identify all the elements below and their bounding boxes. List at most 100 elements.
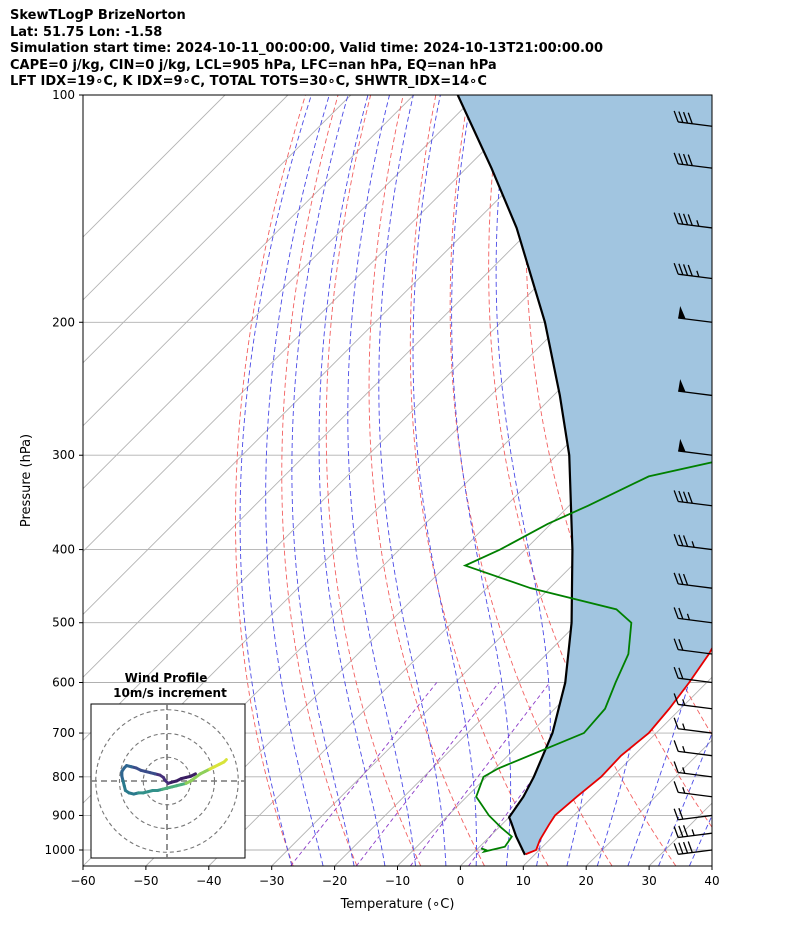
barb-half <box>682 723 686 730</box>
barb-flag <box>678 438 686 452</box>
barb-full <box>673 740 679 752</box>
barb-shaft <box>678 677 713 684</box>
barb-full <box>673 490 679 502</box>
wind-barb <box>678 379 713 397</box>
wind-barb <box>673 693 713 710</box>
barb-full <box>678 807 684 820</box>
chart-header: SkewTLogP BrizeNorton Lat: 51.75 Lon: -1… <box>10 8 603 91</box>
wind-barb <box>673 262 713 280</box>
chart-title: SkewTLogP BrizeNorton <box>10 8 186 23</box>
isotherm-line <box>83 95 352 364</box>
barb-shaft <box>678 390 713 397</box>
barb-shaft <box>678 163 713 169</box>
barb-shaft <box>678 832 713 839</box>
wind-barb <box>673 825 713 839</box>
barb-full <box>678 490 684 503</box>
dry-adiabat <box>281 95 358 866</box>
wind-barb <box>678 305 713 323</box>
barb-half <box>696 270 700 278</box>
dry-adiabat <box>368 95 485 866</box>
y-tick-label: 1000 <box>44 843 75 857</box>
barb-full <box>678 213 684 225</box>
barb-shaft <box>678 728 713 734</box>
barb-shaft <box>678 317 713 323</box>
barb-full <box>673 607 679 619</box>
barb-full <box>673 781 679 793</box>
barb-half <box>691 829 695 836</box>
moist-adiabat <box>347 95 416 866</box>
isotherm-line <box>334 487 712 866</box>
x-tick-label: −40 <box>196 874 221 888</box>
barb-shaft <box>678 544 713 551</box>
x-tick-label: −20 <box>322 874 347 888</box>
barb-shaft <box>678 583 713 589</box>
location-line: Lat: 51.75 Lon: -1.58 <box>10 24 163 40</box>
isotherm-line <box>83 95 289 301</box>
barb-full <box>673 826 679 838</box>
barb-flag <box>678 305 686 319</box>
barb-full <box>673 152 679 165</box>
barb-full <box>673 534 679 546</box>
moist-adiabat <box>720 95 794 866</box>
wind-barb <box>673 761 713 778</box>
wind-barbs <box>673 110 713 855</box>
moist-adiabat <box>239 95 312 866</box>
barb-full <box>678 667 684 680</box>
isotherm-line <box>145 299 712 866</box>
barb-full <box>673 262 679 275</box>
wind-barb <box>673 841 713 855</box>
wind-barb <box>673 212 713 229</box>
isotherm-line <box>83 95 415 427</box>
x-tick-label: −60 <box>70 874 95 888</box>
barb-full <box>673 212 679 224</box>
time-line: Simulation start time: 2024-10-11_00:00:… <box>10 41 603 56</box>
barb-full <box>678 825 684 838</box>
barb-shaft <box>678 649 713 655</box>
barb-full <box>682 153 689 166</box>
barb-shaft <box>678 849 713 855</box>
barb-full <box>682 535 689 547</box>
inset-title: Wind Profile <box>125 671 208 685</box>
x-axis-title: Temperature (∘C) <box>340 897 455 912</box>
inset-plot <box>91 704 245 858</box>
x-tick-label: 0 <box>457 874 465 888</box>
cape-line: CAPE=0 j/kg, CIN=0 j/kg, LCL=905 hPa, LF… <box>10 57 497 73</box>
parcel-profile-line <box>456 95 574 856</box>
x-tick-label: 30 <box>641 874 656 888</box>
y-axis-title: Pressure (hPa) <box>19 434 34 527</box>
barb-full <box>678 263 684 276</box>
barb-full <box>687 841 693 853</box>
barb-full <box>678 153 684 165</box>
barb-full <box>673 717 679 729</box>
y-tick-label: 600 <box>52 676 75 690</box>
moist-adiabat <box>291 95 355 866</box>
barb-half <box>682 745 686 753</box>
barb-shaft <box>678 121 713 127</box>
barb-shaft <box>678 500 713 507</box>
barb-full <box>678 842 684 854</box>
x-tick-label: −10 <box>385 874 410 888</box>
wind-barb <box>673 807 713 821</box>
barb-full <box>687 492 693 504</box>
wind-barb <box>673 607 713 624</box>
y-tick-label: 500 <box>52 616 75 630</box>
mixing-ratio-line <box>468 682 605 866</box>
dry-adiabat <box>235 95 306 866</box>
barb-full <box>687 112 693 124</box>
barb-full <box>682 491 689 503</box>
barb-shaft <box>678 750 713 757</box>
barb-full <box>687 214 693 226</box>
wind-barb <box>673 110 713 127</box>
barb-full <box>687 154 693 166</box>
barb-half <box>682 699 686 706</box>
wind-barb <box>673 666 713 684</box>
barb-full <box>682 264 689 276</box>
barb-full <box>673 761 679 773</box>
barb-full <box>678 111 684 123</box>
wind-barb <box>673 152 713 169</box>
barb-full <box>678 639 684 651</box>
barb-half <box>682 787 686 794</box>
dry-adiabat <box>729 95 794 866</box>
